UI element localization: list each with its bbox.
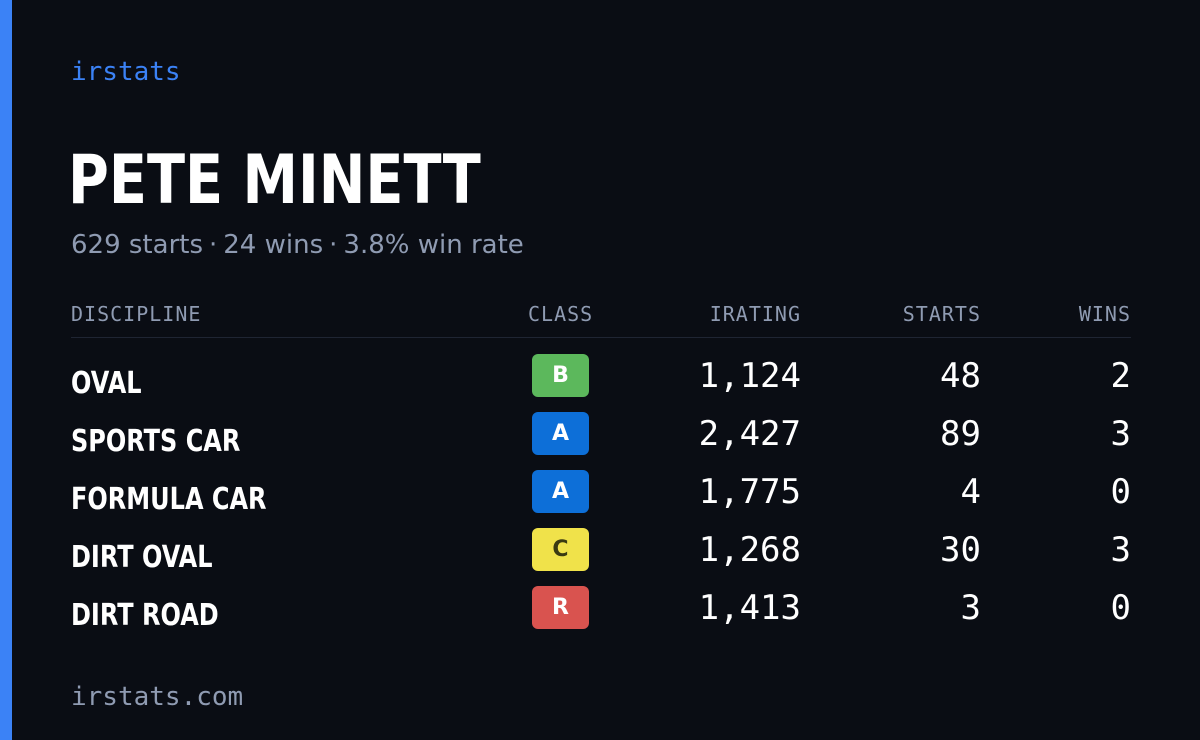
discipline-name: FORMULA CAR: [71, 482, 267, 517]
summary-separator: ·: [329, 230, 338, 260]
table-row: DIRT ROAD R 1,413 3 0: [71, 586, 1131, 644]
irating-value: 1,775: [698, 472, 801, 512]
driver-summary: 629 starts · 24 wins · 3.8% win rate: [71, 228, 524, 262]
wins-value: 3: [1110, 530, 1131, 570]
header-wins: WINS: [1078, 302, 1131, 326]
wins-value: 3: [1110, 414, 1131, 454]
starts-value: 30: [940, 530, 981, 570]
driver-name: PETE MINETT: [68, 141, 481, 220]
header-starts: STARTS: [902, 302, 981, 326]
class-badge: R: [532, 586, 589, 629]
class-badge: A: [532, 412, 589, 455]
wins-value: 0: [1110, 588, 1131, 628]
table-row: DIRT OVAL C 1,268 30 3: [71, 528, 1131, 586]
header-irating: IRATING: [709, 302, 801, 326]
irating-value: 1,413: [698, 588, 801, 628]
table-row: FORMULA CAR A 1,775 4 0: [71, 470, 1131, 528]
discipline-name: DIRT ROAD: [71, 598, 219, 633]
starts-value: 48: [940, 356, 981, 396]
summary-separator: ·: [209, 230, 218, 260]
footer-url: irstats.com: [71, 682, 244, 712]
starts-value: 3: [960, 588, 981, 628]
accent-bar: [0, 0, 12, 740]
wins-value: 2: [1110, 356, 1131, 396]
discipline-name: DIRT OVAL: [71, 540, 213, 575]
discipline-name: SPORTS CAR: [71, 424, 241, 459]
class-badge: B: [532, 354, 589, 397]
irating-value: 1,268: [698, 530, 801, 570]
wins-value: 0: [1110, 472, 1131, 512]
table-header: DISCIPLINE CLASS IRATING STARTS WINS: [71, 298, 1131, 338]
starts-summary: 629 starts: [71, 230, 203, 260]
brand-logo: irstats: [71, 57, 181, 87]
discipline-table: DISCIPLINE CLASS IRATING STARTS WINS OVA…: [71, 298, 1131, 644]
table-row: SPORTS CAR A 2,427 89 3: [71, 412, 1131, 470]
class-badge: A: [532, 470, 589, 513]
table-row: OVAL B 1,124 48 2: [71, 354, 1131, 412]
starts-value: 89: [940, 414, 981, 454]
header-class: CLASS: [528, 302, 594, 326]
header-discipline: DISCIPLINE: [71, 302, 202, 326]
table-body: OVAL B 1,124 48 2 SPORTS CAR A 2,427 89 …: [71, 338, 1131, 644]
discipline-name: OVAL: [71, 366, 142, 401]
irating-value: 2,427: [698, 414, 801, 454]
wins-summary: 24 wins: [223, 230, 324, 260]
winrate-summary: 3.8% win rate: [343, 230, 524, 260]
starts-value: 4: [960, 472, 981, 512]
irating-value: 1,124: [698, 356, 801, 396]
class-badge: C: [532, 528, 589, 571]
